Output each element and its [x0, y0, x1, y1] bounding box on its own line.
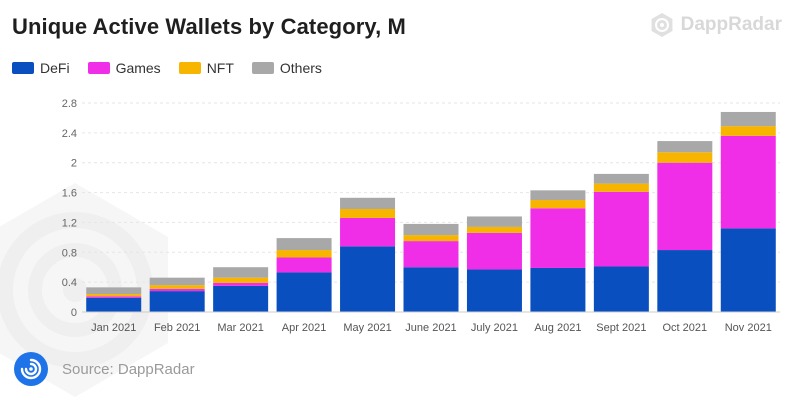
dappradar-badge-icon: [14, 352, 48, 386]
legend-swatch: [251, 62, 274, 74]
bar-segment-defi-8: [593, 266, 649, 312]
x-tick-label: Mar 2021: [217, 322, 263, 334]
bar-segment-games-2: [213, 282, 269, 286]
bar-segment-nft-9: [657, 152, 713, 163]
x-tick-label: Nov 2021: [725, 322, 772, 334]
bar-segment-nft-5: [403, 235, 459, 242]
bar-segment-defi-6: [466, 269, 522, 312]
bar-segment-games-8: [593, 191, 649, 267]
bar-segment-nft-4: [340, 208, 396, 218]
x-tick-label: July 2021: [471, 322, 518, 334]
x-tick-label: Feb 2021: [154, 322, 200, 334]
bar-segment-defi-9: [657, 250, 713, 312]
legend-item-nft: NFT: [178, 60, 234, 76]
bar-segment-others-5: [403, 223, 459, 236]
y-tick-label: 2.4: [62, 128, 77, 140]
dappradar-logo-icon: [651, 13, 673, 37]
x-tick-label: June 2021: [405, 322, 456, 334]
legend-item-defi: DeFi: [12, 60, 70, 76]
bar-segment-others-4: [340, 197, 396, 209]
bar-segment-others-1: [149, 277, 205, 286]
bar-segment-nft-0: [86, 294, 142, 297]
bar-segment-games-0: [86, 296, 142, 298]
bar-segment-games-4: [340, 217, 396, 247]
y-tick-label: 2: [71, 158, 77, 170]
bar-segment-games-6: [466, 232, 522, 270]
bar-segment-others-9: [657, 141, 713, 153]
legend-label: NFT: [206, 60, 234, 76]
bar-segment-defi-1: [149, 291, 205, 312]
x-tick-label: Sept 2021: [596, 322, 646, 334]
bar-segment-games-1: [149, 288, 205, 292]
bar-segment-nft-2: [213, 277, 269, 283]
bar-segment-others-2: [213, 267, 269, 278]
bar-segment-defi-4: [340, 246, 396, 312]
bar-segment-others-10: [720, 111, 776, 127]
bar-segment-others-3: [276, 238, 332, 251]
bar-segment-nft-6: [466, 226, 522, 233]
y-tick-label: 0.8: [62, 247, 77, 259]
legend-swatch: [178, 62, 201, 74]
y-tick-label: 2.8: [62, 98, 77, 110]
y-tick-label: 1.6: [62, 188, 77, 200]
legend-swatch: [87, 62, 110, 74]
footer: Source: DappRadar: [14, 352, 195, 386]
x-tick-label: Oct 2021: [662, 322, 707, 334]
bar-segment-others-7: [530, 190, 586, 201]
bar-segment-games-3: [276, 257, 332, 273]
bar-segment-games-7: [530, 208, 586, 268]
legend-swatch: [12, 62, 34, 74]
x-tick-label: Jan 2021: [91, 322, 136, 334]
legend-item-games: Games: [87, 60, 161, 76]
legend-label: DeFi: [40, 60, 70, 76]
y-tick-label: 0.4: [62, 277, 77, 289]
bar-segment-games-10: [720, 135, 776, 229]
bar-segment-defi-2: [213, 285, 269, 312]
source-note: Source: DappRadar: [62, 360, 195, 378]
watermark-logo-icon: [0, 183, 168, 397]
bar-segment-nft-3: [276, 250, 332, 258]
y-tick-label: 1.2: [62, 217, 77, 229]
bar-segment-defi-5: [403, 267, 459, 312]
brand-name: DappRadar: [680, 14, 782, 35]
x-tick-label: May 2021: [343, 322, 391, 334]
bar-segment-others-8: [593, 173, 649, 184]
chart-legend: DeFi Games NFT Others: [12, 60, 322, 76]
bar-segment-nft-7: [530, 200, 586, 209]
bar-segment-nft-8: [593, 183, 649, 192]
legend-label: Games: [115, 60, 161, 76]
bar-segment-others-6: [466, 216, 522, 227]
y-tick-label: 0: [71, 307, 77, 319]
bar-segment-defi-7: [530, 267, 586, 312]
chart-title: Unique Active Wallets by Category, M: [12, 14, 406, 39]
brand-logo: DappRadar: [649, 12, 782, 38]
bar-segment-games-5: [403, 241, 459, 268]
legend-label: Others: [279, 60, 322, 76]
bar-segment-others-0: [86, 287, 142, 295]
bar-segment-nft-10: [720, 126, 776, 136]
bar-segment-defi-0: [86, 297, 142, 312]
bar-segment-nft-1: [149, 285, 205, 289]
bar-segment-defi-10: [720, 228, 776, 312]
bar-segment-games-9: [657, 162, 713, 251]
bar-segment-defi-3: [276, 272, 332, 312]
x-tick-label: Aug 2021: [534, 322, 581, 334]
x-tick-label: Apr 2021: [282, 322, 327, 334]
legend-item-others: Others: [251, 60, 322, 76]
